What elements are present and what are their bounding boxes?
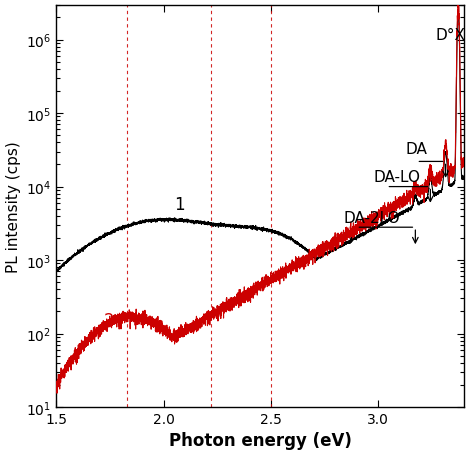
Text: 1: 1 bbox=[174, 195, 185, 213]
Text: D°X: D°X bbox=[436, 28, 466, 43]
Y-axis label: PL intensity (cps): PL intensity (cps) bbox=[6, 141, 20, 272]
Text: DA-LO: DA-LO bbox=[374, 169, 420, 184]
Text: DA: DA bbox=[406, 142, 428, 157]
X-axis label: Photon energy (eV): Photon energy (eV) bbox=[169, 431, 351, 450]
Text: 2: 2 bbox=[103, 312, 114, 329]
Text: DA-2LO: DA-2LO bbox=[344, 211, 400, 226]
